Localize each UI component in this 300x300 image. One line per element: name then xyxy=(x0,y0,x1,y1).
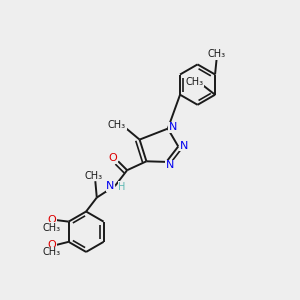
Text: CH₃: CH₃ xyxy=(43,223,61,232)
Text: N: N xyxy=(106,181,115,191)
Text: O: O xyxy=(48,240,56,250)
Text: CH₃: CH₃ xyxy=(43,247,61,257)
Text: O: O xyxy=(109,153,117,163)
Text: O: O xyxy=(48,215,56,225)
Text: H: H xyxy=(118,182,125,192)
Text: N: N xyxy=(179,141,188,151)
Text: N: N xyxy=(166,160,174,170)
Text: CH₃: CH₃ xyxy=(108,120,126,130)
Text: CH₃: CH₃ xyxy=(85,171,103,181)
Text: N: N xyxy=(169,122,177,132)
Text: CH₃: CH₃ xyxy=(208,49,226,59)
Text: CH₃: CH₃ xyxy=(185,77,203,87)
